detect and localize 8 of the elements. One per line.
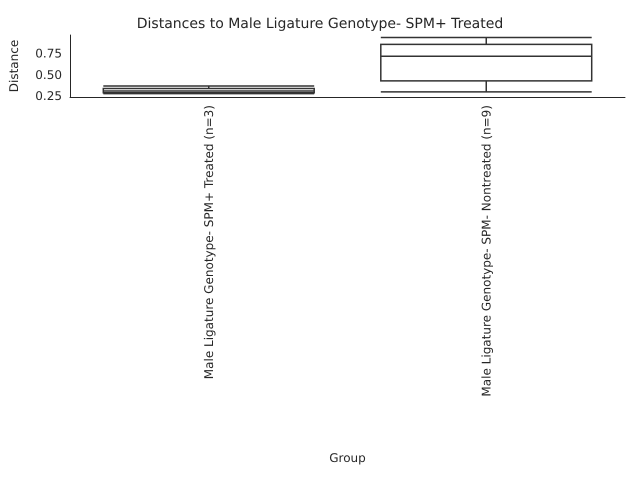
x-tick-label: Male Ligature Genotype- SPM- Nontreated (n=9)	[479, 105, 494, 397]
x-axis-title: Group	[329, 451, 366, 465]
y-tick-label: 0.25	[35, 89, 62, 104]
y-axis-title: Distance	[7, 40, 21, 92]
chart-title: Distances to Male Ligature Genotype- SPM+ Treated	[136, 16, 504, 32]
y-tick-label: 0.75	[35, 46, 62, 61]
y-tick-label: 0.50	[35, 68, 62, 82]
x-tick-label: Male Ligature Genotype- SPM+ Treated (n=3)	[202, 105, 216, 380]
